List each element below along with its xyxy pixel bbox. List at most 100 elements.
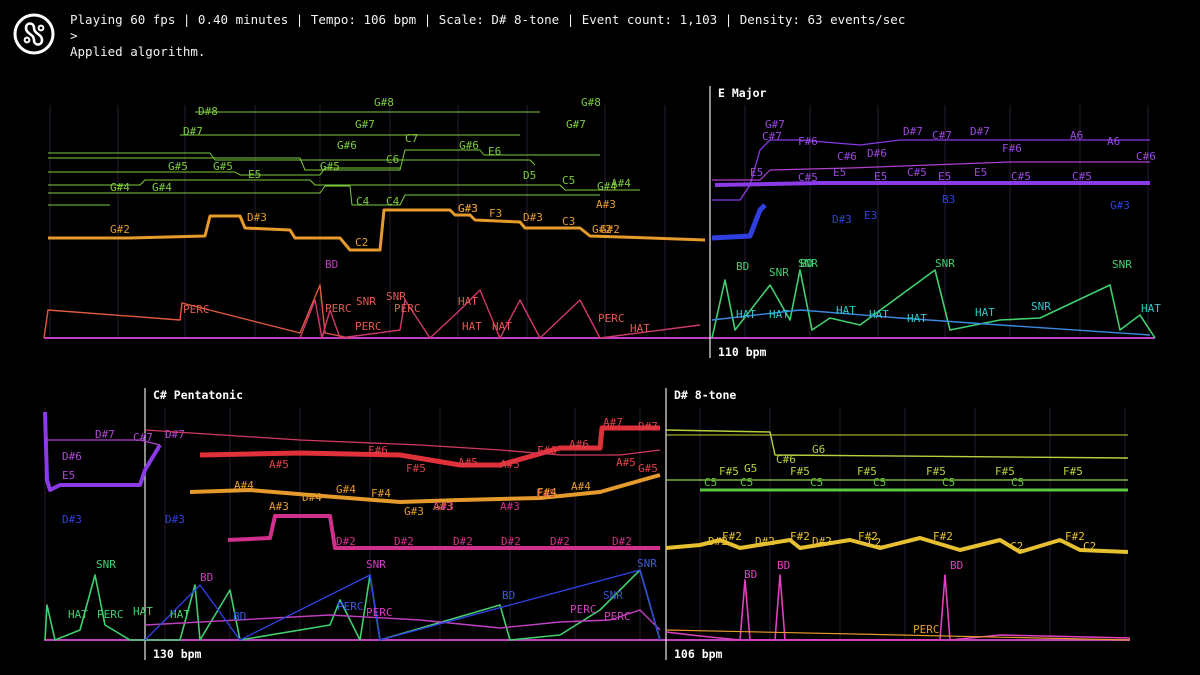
note-label: G#5 xyxy=(320,160,340,173)
note-label: E5 xyxy=(938,170,951,183)
note-label: D#3 xyxy=(523,211,543,224)
melody-line-orange xyxy=(48,208,706,252)
note-label: D#2 xyxy=(550,535,570,548)
note-label: E5 xyxy=(974,166,987,179)
note-label: G#7 xyxy=(765,118,785,131)
lead-line-violet xyxy=(45,439,161,446)
drum-label: SNR xyxy=(603,589,623,602)
note-label: A#3 xyxy=(269,500,289,513)
note-label: G#5 xyxy=(213,160,233,173)
note-label: C6 xyxy=(386,153,399,166)
note-label: G#3 xyxy=(434,500,454,513)
drum-label: BD xyxy=(744,568,757,581)
drum-label: SNR xyxy=(1031,300,1051,313)
note-label: A#5 xyxy=(500,458,520,471)
note-label: A#5 xyxy=(616,456,636,469)
drum-label: PERC xyxy=(394,302,421,315)
note-label: D#7 xyxy=(638,420,658,433)
note-label: F#6 xyxy=(368,444,388,457)
drum-label: BD xyxy=(200,571,213,584)
note-label: B3 xyxy=(942,193,955,206)
lead-line-yellowgreen xyxy=(665,429,1129,459)
drum-label: HAT xyxy=(869,308,889,321)
note-label: F#5 xyxy=(995,465,1015,478)
note-label: C5 xyxy=(942,476,955,489)
command-prompt[interactable]: > xyxy=(70,28,78,43)
note-label: C#5 xyxy=(798,171,818,184)
note-label: C5 xyxy=(740,476,753,489)
drum-label: SNR xyxy=(366,558,386,571)
note-label: G#7 xyxy=(355,118,375,131)
drum-label: SNR xyxy=(798,257,818,270)
note-label: A#7 xyxy=(603,416,623,429)
melody-line-red xyxy=(199,425,660,468)
note-label: D#2 xyxy=(708,535,728,548)
note-label: C2 xyxy=(355,236,368,249)
drum-label: BD xyxy=(736,260,749,273)
note-label: A#6 xyxy=(569,438,589,451)
note-label: F#4 xyxy=(371,487,391,500)
note-label: C#5 xyxy=(1072,170,1092,183)
note-label: E5 xyxy=(248,168,261,181)
note-label: E5 xyxy=(874,170,887,183)
note-label: D#7 xyxy=(95,428,115,441)
drum-label: HAT xyxy=(462,320,482,333)
note-label: C#6 xyxy=(776,453,796,466)
note-label: F#6 xyxy=(798,135,818,148)
drum-label: HAT xyxy=(458,295,478,308)
note-label: F#6 xyxy=(1002,142,1022,155)
note-label: F#5 xyxy=(926,465,946,478)
drum-line-magenta xyxy=(144,609,661,631)
note-label: D#4 xyxy=(302,491,322,504)
note-label: D#2 xyxy=(453,535,473,548)
drum-label: HAT xyxy=(170,608,190,621)
note-label: D#3 xyxy=(832,213,852,226)
drum-label: PERC xyxy=(604,610,631,623)
drum-label: HAT xyxy=(68,608,88,621)
note-label: G5 xyxy=(744,462,757,475)
note-label: C2 xyxy=(1010,540,1023,553)
lead-line-violet xyxy=(712,139,1150,201)
note-label: A#3 xyxy=(596,198,616,211)
bpm-label-bottom-3: 106 bpm xyxy=(674,647,723,661)
note-label: D5 xyxy=(523,169,536,182)
note-label: F#5 xyxy=(406,462,426,475)
note-label: A6 xyxy=(1107,135,1120,148)
note-label: G#3 xyxy=(1110,199,1130,212)
drum-label: HAT xyxy=(133,605,153,618)
note-label: C5 xyxy=(562,174,575,187)
drum-label: BD xyxy=(950,559,963,572)
drum-label: HAT xyxy=(630,322,650,335)
note-label: G#4 xyxy=(152,181,172,194)
note-label: A6 xyxy=(1070,129,1083,142)
lead-line-green xyxy=(48,185,600,206)
note-label: G#6 xyxy=(459,139,479,152)
drum-line xyxy=(299,289,701,339)
note-label: C#6 xyxy=(837,150,857,163)
note-label: G#2 xyxy=(110,223,130,236)
melody-line-yellow xyxy=(665,536,1129,554)
lead-line-violet xyxy=(712,161,1150,181)
note-label: D#2 xyxy=(755,535,775,548)
note-label: F#2 xyxy=(722,530,742,543)
note-label: G#5 xyxy=(638,462,658,475)
drum-line-magenta xyxy=(665,574,1131,641)
drum-line-orange xyxy=(665,629,1131,641)
note-label: F#5 xyxy=(790,465,810,478)
note-label: F#2 xyxy=(790,530,810,543)
drum-label: PERC xyxy=(570,603,597,616)
drum-label: PERC xyxy=(183,303,210,316)
note-label: E5 xyxy=(62,469,75,482)
drum-label: BD xyxy=(325,258,338,271)
note-label: F#6 xyxy=(537,444,557,457)
note-label: C5 xyxy=(704,476,717,489)
note-label: F#4 xyxy=(537,486,557,499)
drum-line-green xyxy=(711,269,1156,339)
lead-line-blue xyxy=(711,203,767,241)
note-label: D#7 xyxy=(183,125,203,138)
drum-label: BD xyxy=(233,610,246,623)
knot-logo-icon[interactable] xyxy=(12,12,56,56)
drum-label: BD xyxy=(502,589,515,602)
note-label: C5 xyxy=(873,476,886,489)
note-label: C5 xyxy=(1011,476,1024,489)
